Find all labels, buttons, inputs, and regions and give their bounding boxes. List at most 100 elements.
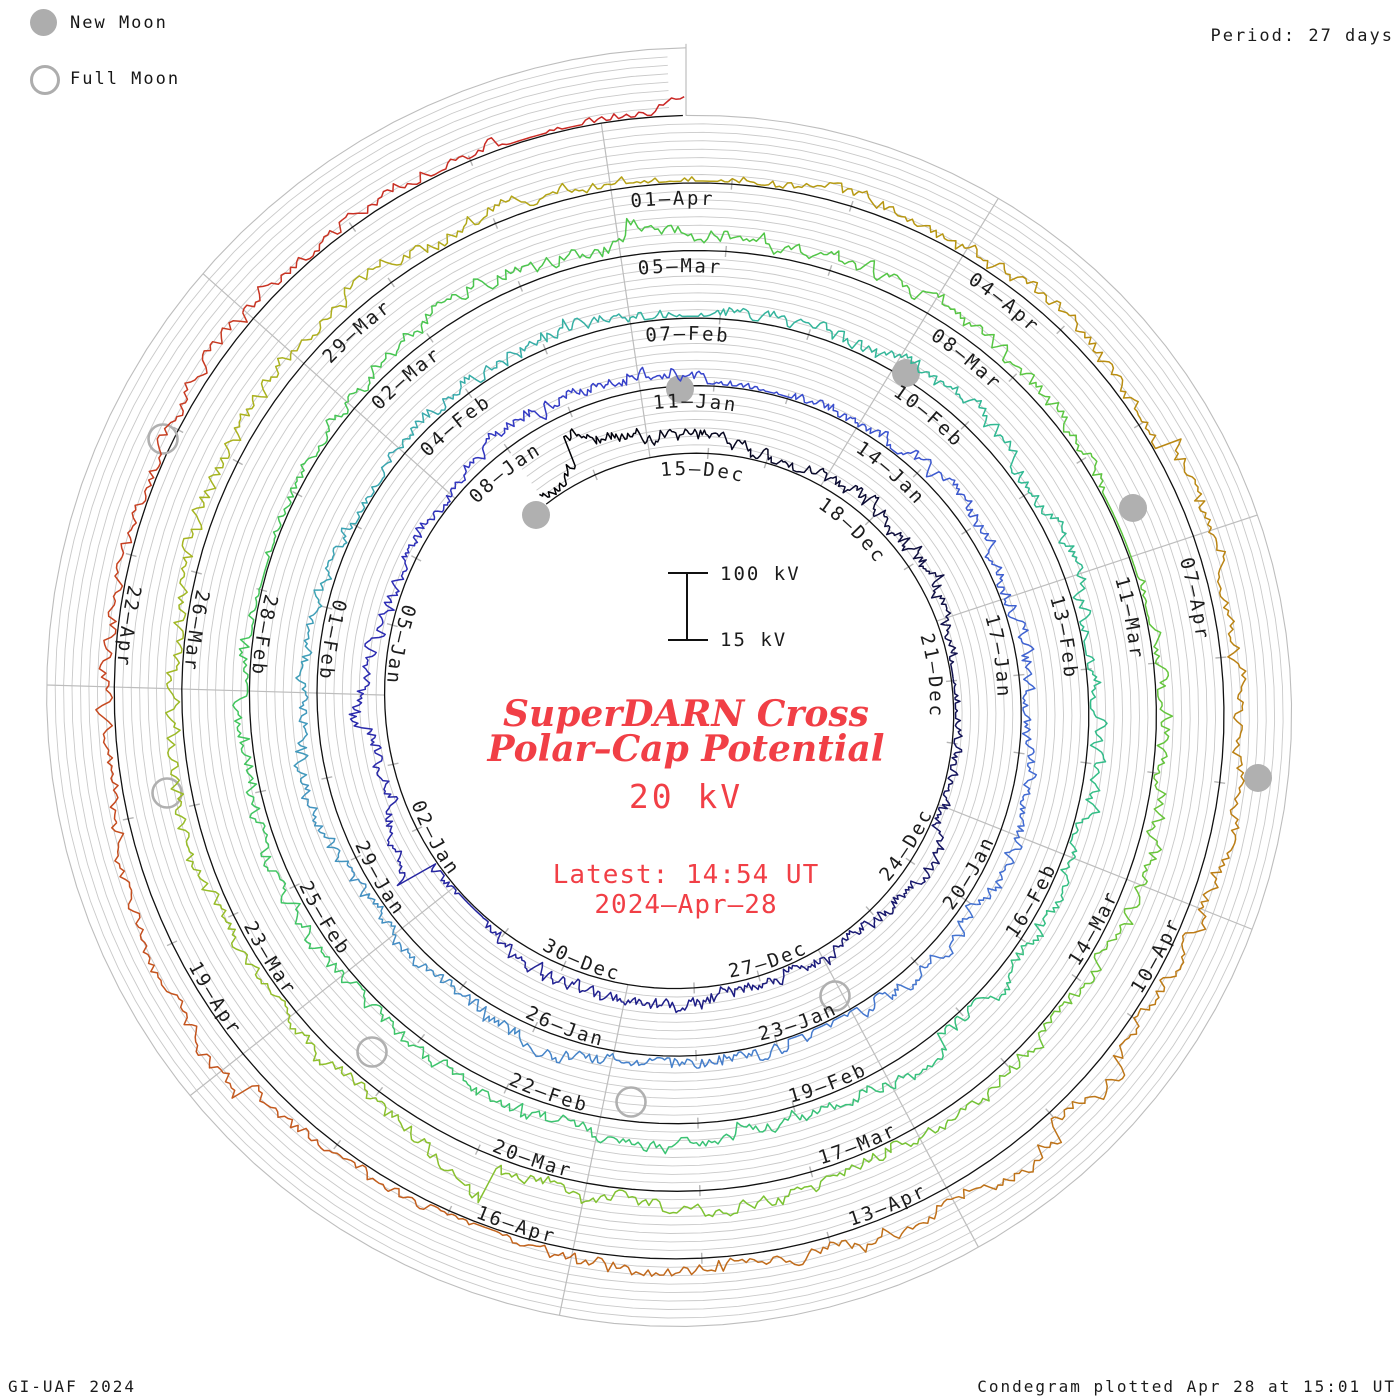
date-label: 07–Feb <box>644 323 731 348</box>
potential-trace-segment <box>707 431 769 460</box>
full-moon-marker <box>615 1086 647 1118</box>
date-label: 05–Jan <box>382 602 420 687</box>
potential-trace-segment <box>280 895 345 979</box>
potential-trace-segment <box>1069 314 1143 423</box>
potential-trace-segment <box>694 982 763 1010</box>
potential-trace-segment <box>925 458 979 527</box>
period-label: Period: 27 days <box>1210 26 1394 46</box>
potential-trace-segment <box>95 688 119 823</box>
date-label-text: 22–Apr <box>112 583 143 668</box>
date-label: 02–Mar <box>367 343 445 415</box>
potential-trace-segment <box>857 422 928 461</box>
potential-trace-segment <box>717 306 812 329</box>
potential-trace-segment <box>501 1102 599 1142</box>
potential-trace-segment <box>396 386 462 450</box>
potential-trace-segment <box>1090 453 1132 556</box>
potential-trace-segment <box>258 491 295 593</box>
date-label: 27–Dec <box>726 937 811 983</box>
potential-trace-segment <box>174 810 227 923</box>
scale-bar-top-cap <box>668 572 708 574</box>
potential-trace-segment <box>1087 666 1108 765</box>
potential-trace-segment <box>1136 906 1207 1017</box>
potential-trace-segment <box>698 1109 801 1147</box>
potential-trace-segment <box>556 976 626 1006</box>
potential-trace-segment <box>645 428 709 446</box>
potential-trace-segment <box>378 552 408 625</box>
date-label-path <box>1141 439 1226 995</box>
date-label-text: 07–Feb <box>644 323 728 348</box>
scale-bar-bottom-cap <box>668 639 708 641</box>
potential-trace-segment <box>287 1020 376 1100</box>
potential-trace-segment <box>111 822 151 959</box>
new-moon-marker <box>1244 764 1272 792</box>
potential-trace-segment <box>574 1252 705 1277</box>
grid-spiral <box>71 73 1267 1302</box>
potential-trace-segment <box>919 902 977 969</box>
potential-trace-segment <box>238 592 260 693</box>
date-label: 29–Mar <box>318 295 396 367</box>
potential-trace-segment <box>497 942 557 985</box>
potential-trace-segment <box>954 1116 1063 1200</box>
date-spoke <box>46 684 385 696</box>
potential-trace-segment <box>295 607 320 695</box>
plotted-timestamp: Condegram plotted Apr 28 at 15:01 UT <box>977 1377 1396 1396</box>
potential-trace-segment <box>451 1213 576 1260</box>
potential-trace-segment <box>293 694 309 785</box>
scale-bottom-label: 15 kV <box>720 629 788 651</box>
potential-trace-segment <box>487 182 608 212</box>
potential-trace-segment <box>936 292 1019 368</box>
date-label: 28–Feb <box>247 592 282 677</box>
potential-trace-segment <box>223 1072 333 1154</box>
date-spoke <box>817 949 980 1248</box>
potential-trace-segment <box>420 269 514 334</box>
potential-trace-segment <box>1027 491 1084 573</box>
potential-trace-segment <box>494 395 564 437</box>
potential-trace-segment <box>918 556 952 618</box>
date-label: 22–Apr <box>112 583 145 668</box>
grid-spiral <box>88 90 1250 1285</box>
potential-trace-segment <box>1208 527 1241 654</box>
new-moon-marker <box>892 359 920 387</box>
potential-trace-segment <box>899 353 983 408</box>
date-label-text: 23–Jan <box>756 998 838 1046</box>
potential-trace-segment <box>349 448 398 525</box>
potential-trace-segment <box>952 678 963 743</box>
date-label-text: 02–Jan <box>407 797 462 880</box>
scale-bar <box>686 573 688 640</box>
potential-trace-segment <box>1090 883 1146 985</box>
date-label-text: 28–Feb <box>247 592 279 677</box>
potential-trace-segment <box>376 767 399 843</box>
potential-trace-segment <box>1018 366 1092 455</box>
date-label-text: 13–Feb <box>1045 593 1079 680</box>
date-label-text: 13–Apr <box>846 1179 929 1230</box>
grid-spiral <box>63 64 1276 1310</box>
date-label: 21–Dec <box>915 631 947 719</box>
potential-trace-segment <box>465 1164 586 1204</box>
potential-trace-segment <box>973 524 1012 596</box>
potential-trace-segment <box>1069 762 1101 858</box>
potential-trace-segment <box>289 266 377 356</box>
date-label: 26–Jan <box>522 1002 607 1051</box>
potential-trace-segment <box>615 217 725 244</box>
new-moon-icon <box>30 9 57 36</box>
potential-trace-segment <box>147 957 224 1074</box>
date-label: 11–Mar <box>1110 574 1148 661</box>
new-moon-marker <box>522 501 550 529</box>
grid-spiral <box>54 56 1284 1319</box>
potential-trace-segment <box>241 219 343 313</box>
potential-trace-segment <box>1227 651 1247 785</box>
scale-top-label: 100 kV <box>720 563 801 585</box>
grid-spiral <box>80 81 1259 1294</box>
date-label: 04–Apr <box>964 268 1044 338</box>
grid-outer-spiral <box>46 47 1293 1327</box>
date-label-text: 05–Jan <box>382 602 417 687</box>
potential-trace-segment <box>876 873 931 922</box>
potential-trace-segment <box>289 402 349 492</box>
potential-trace-segment <box>459 339 541 388</box>
potential-trace-segment <box>833 250 938 301</box>
potential-trace-segment <box>348 695 383 769</box>
potential-trace-segment <box>120 425 169 558</box>
potential-trace-segment <box>636 366 713 385</box>
potential-trace-segment <box>392 934 458 995</box>
date-spoke <box>820 197 999 487</box>
